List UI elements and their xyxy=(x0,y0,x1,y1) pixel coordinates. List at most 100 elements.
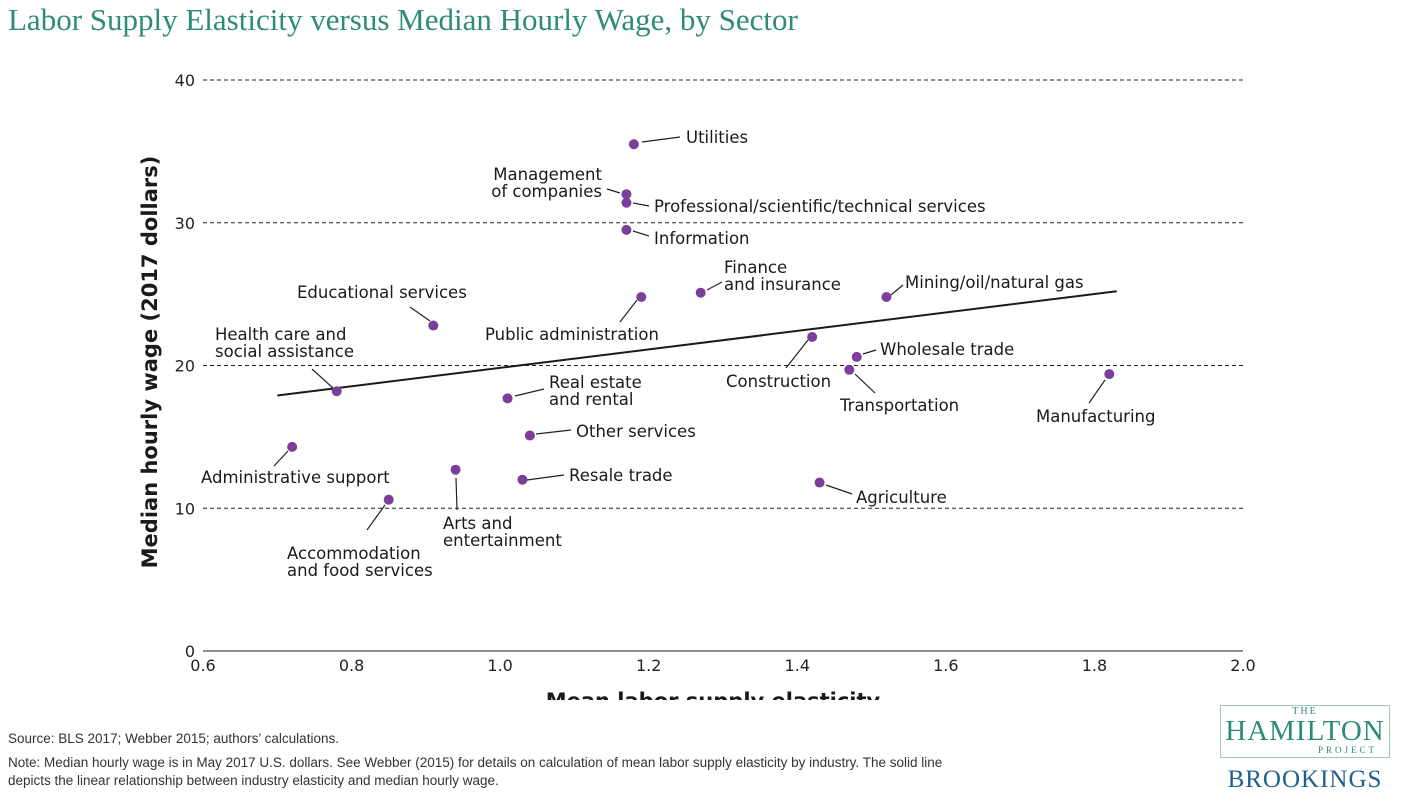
data-label-line: and rental xyxy=(549,390,633,409)
data-label-line: Utilities xyxy=(686,128,748,147)
chart-title: Labor Supply Elasticity versus Median Ho… xyxy=(8,2,798,37)
data-label-arts-and-entertainment: Arts and entertainment xyxy=(443,514,562,550)
data-label-construction: Construction xyxy=(726,372,831,391)
data-point-mining-oil-natural-gas xyxy=(881,291,892,302)
data-label-real-estate-and-rental: Real estate and rental xyxy=(549,373,642,409)
data-point-construction xyxy=(807,331,818,342)
data-label-line: Public administration xyxy=(485,325,659,344)
hamilton-project-logo: THE HAMILTON PROJECT xyxy=(1220,705,1390,758)
data-label-line: Resale trade xyxy=(569,466,673,485)
data-label-line: Real estate xyxy=(549,373,642,392)
data-point-professional-scientific-technical-services xyxy=(621,197,632,208)
data-label-line: Transportation xyxy=(839,396,959,415)
logo-brookings: BROOKINGS xyxy=(1227,766,1383,793)
data-label-transportation: Transportation xyxy=(839,396,959,415)
hamilton-brookings-logo: THE HAMILTON PROJECT BROOKINGS xyxy=(1214,705,1396,794)
scatter-chart: 0 10 20 30 40 0.6 0.8 1.0 1.2 1.4 1.6 1.8 2.0 Utilit… xyxy=(138,71,1256,700)
leader-line-administrative-support xyxy=(273,450,289,467)
data-point-educational-services xyxy=(428,320,439,331)
leader-line-public-administration xyxy=(619,299,638,323)
leader-line-arts-and-entertainment xyxy=(455,477,458,511)
data-point-other-services xyxy=(524,430,535,441)
data-label-information: Information xyxy=(654,229,750,248)
y-tick-label-10: 10 xyxy=(175,499,195,518)
leader-line-agriculture xyxy=(825,484,853,495)
trend-line xyxy=(277,290,1117,397)
data-point-real-estate-and-rental xyxy=(502,393,513,404)
x-tick-label-1-2: 1.2 xyxy=(636,656,661,675)
data-point-arts-and-entertainment xyxy=(450,464,461,475)
leader-line-resale-trade xyxy=(526,474,565,481)
data-label-accommodation-and-food-services: Accommodation and food services xyxy=(287,544,433,580)
data-point-manufacturing xyxy=(1104,369,1115,380)
data-label-line: entertainment xyxy=(443,531,562,550)
note-line-1: Note: Median hourly wage is in May 2017 … xyxy=(8,755,943,770)
data-point-finance-and-insurance xyxy=(695,287,706,298)
y-axis-title: Median hourly wage (2017 dollars) xyxy=(138,156,162,569)
data-label-line: Other services xyxy=(576,422,696,441)
data-label-line: Mining/oil/natural gas xyxy=(905,273,1084,292)
y-tick-label-0: 0 xyxy=(185,642,195,661)
leader-line-health-care-and-social-assistance xyxy=(311,368,334,389)
data-label-agriculture: Agriculture xyxy=(856,488,947,507)
logo-the: THE xyxy=(1292,706,1318,717)
data-label-line: Accommodation xyxy=(287,544,421,563)
data-label-other-services: Other services xyxy=(576,422,696,441)
data-label-line: Construction xyxy=(726,372,831,391)
data-label-line: Agriculture xyxy=(856,488,947,507)
leader-line-other-services xyxy=(535,429,572,435)
data-point-wholesale-trade xyxy=(851,351,862,362)
data-label-finance-and-insurance: Finance and insurance xyxy=(724,258,841,294)
data-label-resale-trade: Resale trade xyxy=(569,466,673,485)
data-label-line: Manufacturing xyxy=(1036,407,1155,426)
data-label-utilities: Utilities xyxy=(686,128,748,147)
leader-line-utilities xyxy=(641,136,681,143)
x-tick-label-0-6: 0.6 xyxy=(190,656,215,675)
data-label-educational-services: Educational services xyxy=(297,283,467,302)
x-tick-label-1-0: 1.0 xyxy=(487,656,512,675)
data-point-health-care-and-social-assistance xyxy=(331,386,342,397)
x-axis-title: Mean labor supply elasticity xyxy=(546,689,881,700)
data-label-line: Educational services xyxy=(297,283,467,302)
data-label-professional-scientific-technical-services: Professional/scientific/technical servic… xyxy=(654,197,986,216)
leader-line-educational-services xyxy=(409,306,431,322)
data-label-health-care-and-social-assistance: Health care and social assistance xyxy=(215,325,354,361)
data-label-line: Wholesale trade xyxy=(880,340,1014,359)
x-tick-label-0-8: 0.8 xyxy=(339,656,364,675)
data-point-information xyxy=(621,224,632,235)
data-label-line: and insurance xyxy=(724,275,841,294)
leader-line-mining-oil-natural-gas xyxy=(890,284,904,296)
data-point-utilities xyxy=(628,139,639,150)
logo-project: PROJECT xyxy=(1317,745,1377,755)
leader-line-real-estate-and-rental xyxy=(514,388,545,397)
data-label-line: Professional/scientific/technical servic… xyxy=(654,197,986,216)
data-label-line: Management xyxy=(493,165,602,184)
data-point-accommodation-and-food-services xyxy=(383,494,394,505)
data-label-line: and food services xyxy=(287,561,433,580)
data-label-line: Finance xyxy=(724,258,787,277)
x-tick-label-1-8: 1.8 xyxy=(1082,656,1107,675)
data-label-line: of companies xyxy=(491,182,602,201)
leader-line-wholesale-trade xyxy=(862,349,877,355)
data-label-line: Information xyxy=(654,229,750,248)
data-label-administrative-support: Administrative support xyxy=(201,468,390,487)
data-label-management-of-companies: Management of companies xyxy=(491,165,602,201)
data-point-resale-trade xyxy=(517,474,528,485)
data-label-line: Arts and xyxy=(443,514,512,533)
data-point-management-of-companies xyxy=(621,189,632,200)
x-tick-label-2-0: 2.0 xyxy=(1230,656,1255,675)
leader-line-professional-scientific-technical-services xyxy=(632,202,650,207)
data-label-line: social assistance xyxy=(215,342,354,361)
note-line-2: depicts the linear relationship between … xyxy=(8,773,499,788)
source-note: Source: BLS 2017; Webber 2015; authors’ … xyxy=(8,731,339,746)
leader-line-information xyxy=(632,230,650,237)
data-label-manufacturing: Manufacturing xyxy=(1036,407,1155,426)
leader-line-transportation xyxy=(854,373,876,394)
y-tick-label-40: 40 xyxy=(175,71,195,90)
leader-line-management-of-companies xyxy=(606,188,621,194)
leader-line-finance-and-insurance xyxy=(706,281,723,291)
data-point-transportation xyxy=(844,364,855,375)
data-point-public-administration xyxy=(636,291,647,302)
y-tick-label-30: 30 xyxy=(175,214,195,233)
logo-hamilton: HAMILTON xyxy=(1225,715,1385,747)
